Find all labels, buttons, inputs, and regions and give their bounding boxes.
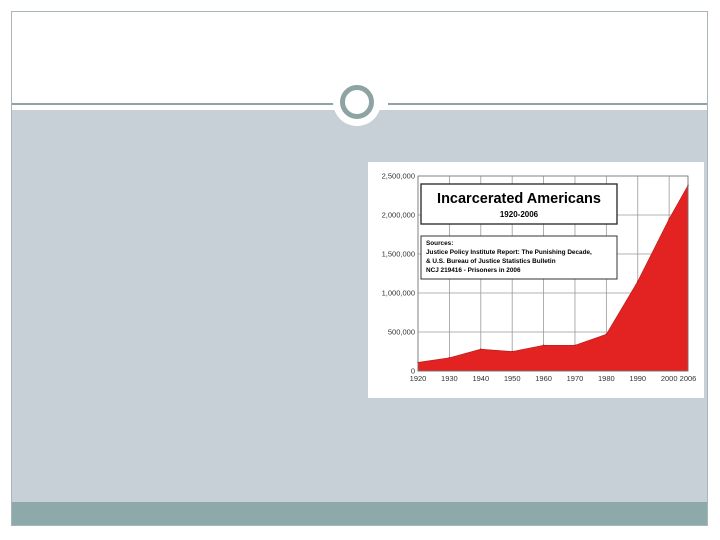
divider-right [388,103,707,105]
source-line: & U.S. Bureau of Justice Statistics Bull… [426,258,556,265]
data-point [448,356,451,359]
y-tick-label: 2,000,000 [382,211,415,220]
x-tick-label: 1990 [629,374,646,383]
data-point [636,280,639,283]
sources-box-border [420,235,618,280]
title-box-border [420,183,618,225]
x-tick-label: 1980 [598,374,615,383]
data-point [542,344,545,347]
chart-subtitle: 1920-2006 [500,210,539,219]
x-tick-label: 2000 [661,374,678,383]
data-point [574,344,576,347]
chart-title: Incarcerated Americans [437,191,601,207]
y-tick-label: 1,500,000 [382,250,415,259]
data-point [511,350,513,353]
y-tick-label: 2,500,000 [382,172,415,181]
x-tick-label: 1950 [504,374,521,383]
x-tick-label: 1940 [472,374,489,383]
y-tick-label: 1,000,000 [382,289,415,298]
data-point [479,348,482,350]
chart-svg: 0 500,000 1,000,000 1,500,000 2,000,000 2,500… [382,172,697,384]
chart-image: 0 500,000 1,000,000 1,500,000 2,000,000 2,500… [368,162,704,398]
x-tick-label: 1920 [410,374,427,383]
circle-ring-icon [340,85,374,119]
x-tick-label: 1970 [567,374,584,383]
x-tick-label: 2006 [680,374,697,383]
y-tick-label: 500,000 [388,328,415,337]
plot-border [417,175,689,372]
x-tick-label: 1930 [441,374,458,383]
source-line: Sources: [426,240,453,247]
title-box: Incarcerated Americans 1920-2006 [420,183,618,225]
data-point [605,333,608,336]
source-line: NCJ 219416 - Prisoners in 2006 [426,267,521,274]
sources-box: Sources: Justice Policy Institute Report… [420,235,618,280]
source-line: Justice Policy Institute Report: The Pun… [426,249,592,256]
divider-left [12,103,334,105]
y-tick-label: 0 [411,367,415,376]
data-point [668,218,670,220]
slide-footer-bar [12,502,707,525]
axes: 0 500,000 1,000,000 1,500,000 2,000,000 2,500… [382,172,697,384]
x-tick-label: 1960 [535,374,552,383]
